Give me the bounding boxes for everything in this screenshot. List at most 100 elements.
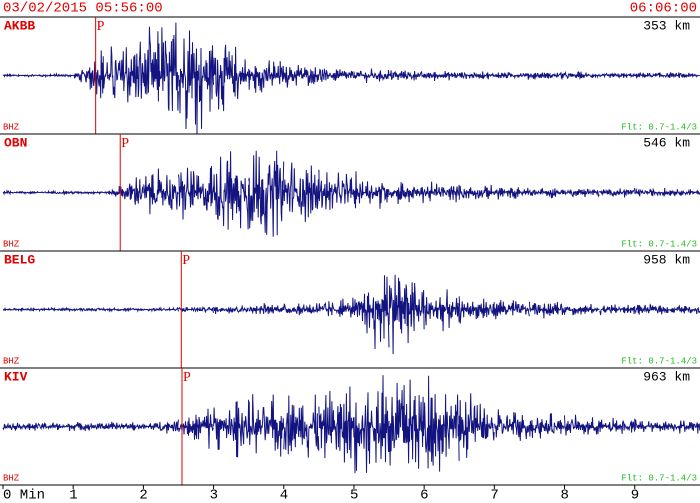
waveform-segment <box>669 72 700 79</box>
filter: Flt: 0.7-1.4/3 <box>621 356 697 366</box>
waveform-segment <box>318 386 355 463</box>
waveform-segment <box>318 68 355 82</box>
waveform-segment <box>248 60 285 93</box>
filter: Flt: 0.7-1.4/3 <box>621 473 697 483</box>
phase-label: P <box>183 370 191 385</box>
waveform-segment <box>669 420 700 434</box>
x-tick-label: 0 Min <box>3 488 45 503</box>
waveform-segment <box>528 187 565 199</box>
channel: BHZ <box>3 473 20 483</box>
waveform-segment <box>142 22 179 112</box>
channel: BHZ <box>3 356 20 366</box>
waveform-segment <box>107 177 144 205</box>
waveform-segment <box>669 304 700 315</box>
waveform-segment <box>2 306 38 313</box>
waveform-segment <box>142 168 179 215</box>
x-tick-label: 5 <box>350 488 358 503</box>
waveform-segment <box>458 393 495 458</box>
waveform-segment <box>283 394 320 458</box>
phase-label: P <box>182 253 190 268</box>
distance: 963 km <box>643 369 690 384</box>
waveform-segment <box>283 64 320 88</box>
waveform-segment <box>493 299 530 320</box>
waveform-segment <box>389 70 425 81</box>
x-tick-label: 8 <box>561 488 569 503</box>
waveform-segment <box>528 413 565 439</box>
x-tick-label: 9 <box>631 488 639 503</box>
waveform-segment <box>37 421 74 431</box>
waveform-segment <box>318 297 355 318</box>
end-time: 06:06:00 <box>630 1 697 17</box>
waveform-segment <box>213 151 250 230</box>
waveform-segment <box>283 162 320 223</box>
waveform-segment <box>213 399 250 458</box>
waveform-segment <box>72 190 109 196</box>
waveform-segment <box>669 188 700 197</box>
waveform-segment <box>423 71 460 82</box>
waveform-segment <box>564 188 600 198</box>
waveform-segment <box>388 379 425 469</box>
x-tick-label: 2 <box>139 488 147 503</box>
waveform-segment <box>283 303 320 316</box>
waveform-segment <box>248 150 285 237</box>
waveform-segment <box>528 71 565 81</box>
phase-label: P <box>97 19 105 34</box>
waveform-segment <box>38 189 74 196</box>
waveform-segment <box>37 306 74 313</box>
x-tick-label: 6 <box>420 488 428 503</box>
waveform-segment <box>178 305 214 313</box>
waveform-segment <box>493 409 530 441</box>
distance: 958 km <box>643 252 690 267</box>
waveform-segment <box>142 419 179 434</box>
waveform-segment <box>353 375 390 474</box>
waveform-segment <box>458 71 495 80</box>
station-name: KIV <box>4 369 28 384</box>
waveform-segment <box>37 72 74 79</box>
waveform-segment <box>248 303 285 315</box>
waveform-segment <box>2 72 39 78</box>
waveform-segment <box>388 274 425 355</box>
waveform-segment <box>458 296 495 324</box>
waveform-segment <box>2 422 39 431</box>
start-time: 03/02/2015 05:56:00 <box>3 1 163 17</box>
waveform-segment <box>213 304 249 314</box>
waveform-segment <box>2 189 39 196</box>
waveform-segment <box>564 303 600 316</box>
waveform-segment <box>599 304 636 316</box>
waveform-segment <box>423 289 460 332</box>
waveform-segment <box>72 306 109 313</box>
waveform-segment <box>178 166 214 220</box>
waveform-segment <box>458 184 495 200</box>
x-tick-label: 1 <box>69 488 77 503</box>
waveform-segment <box>178 30 214 134</box>
waveform-segment <box>423 181 460 203</box>
waveform-segment <box>107 421 144 431</box>
waveform-segment <box>564 414 600 436</box>
waveform-segment <box>599 188 636 198</box>
distance: 546 km <box>643 135 690 150</box>
waveform-segment <box>318 169 355 210</box>
waveform-segment <box>634 303 670 315</box>
x-tick-label: 3 <box>210 488 218 503</box>
waveform-segment <box>72 50 109 99</box>
waveform-segment <box>353 275 390 350</box>
channel: BHZ <box>3 122 20 132</box>
waveform-segment <box>248 394 285 457</box>
waveform-segment <box>388 182 425 205</box>
station-name: OBN <box>4 135 27 150</box>
distance: 353 km <box>643 18 690 33</box>
waveform-segment <box>423 375 460 472</box>
waveform-segment <box>353 171 390 209</box>
waveform-segment <box>72 421 109 432</box>
waveform-segment <box>107 41 144 103</box>
waveform-segment <box>213 44 250 112</box>
waveform-segment <box>564 70 600 80</box>
x-tick-label: 4 <box>280 488 288 503</box>
phase-label: P <box>121 136 129 151</box>
waveform-segment <box>493 187 530 200</box>
waveform-segment <box>353 68 390 84</box>
channel: BHZ <box>3 239 20 249</box>
filter: Flt: 0.7-1.4/3 <box>621 239 697 249</box>
waveform-segment <box>493 71 530 80</box>
